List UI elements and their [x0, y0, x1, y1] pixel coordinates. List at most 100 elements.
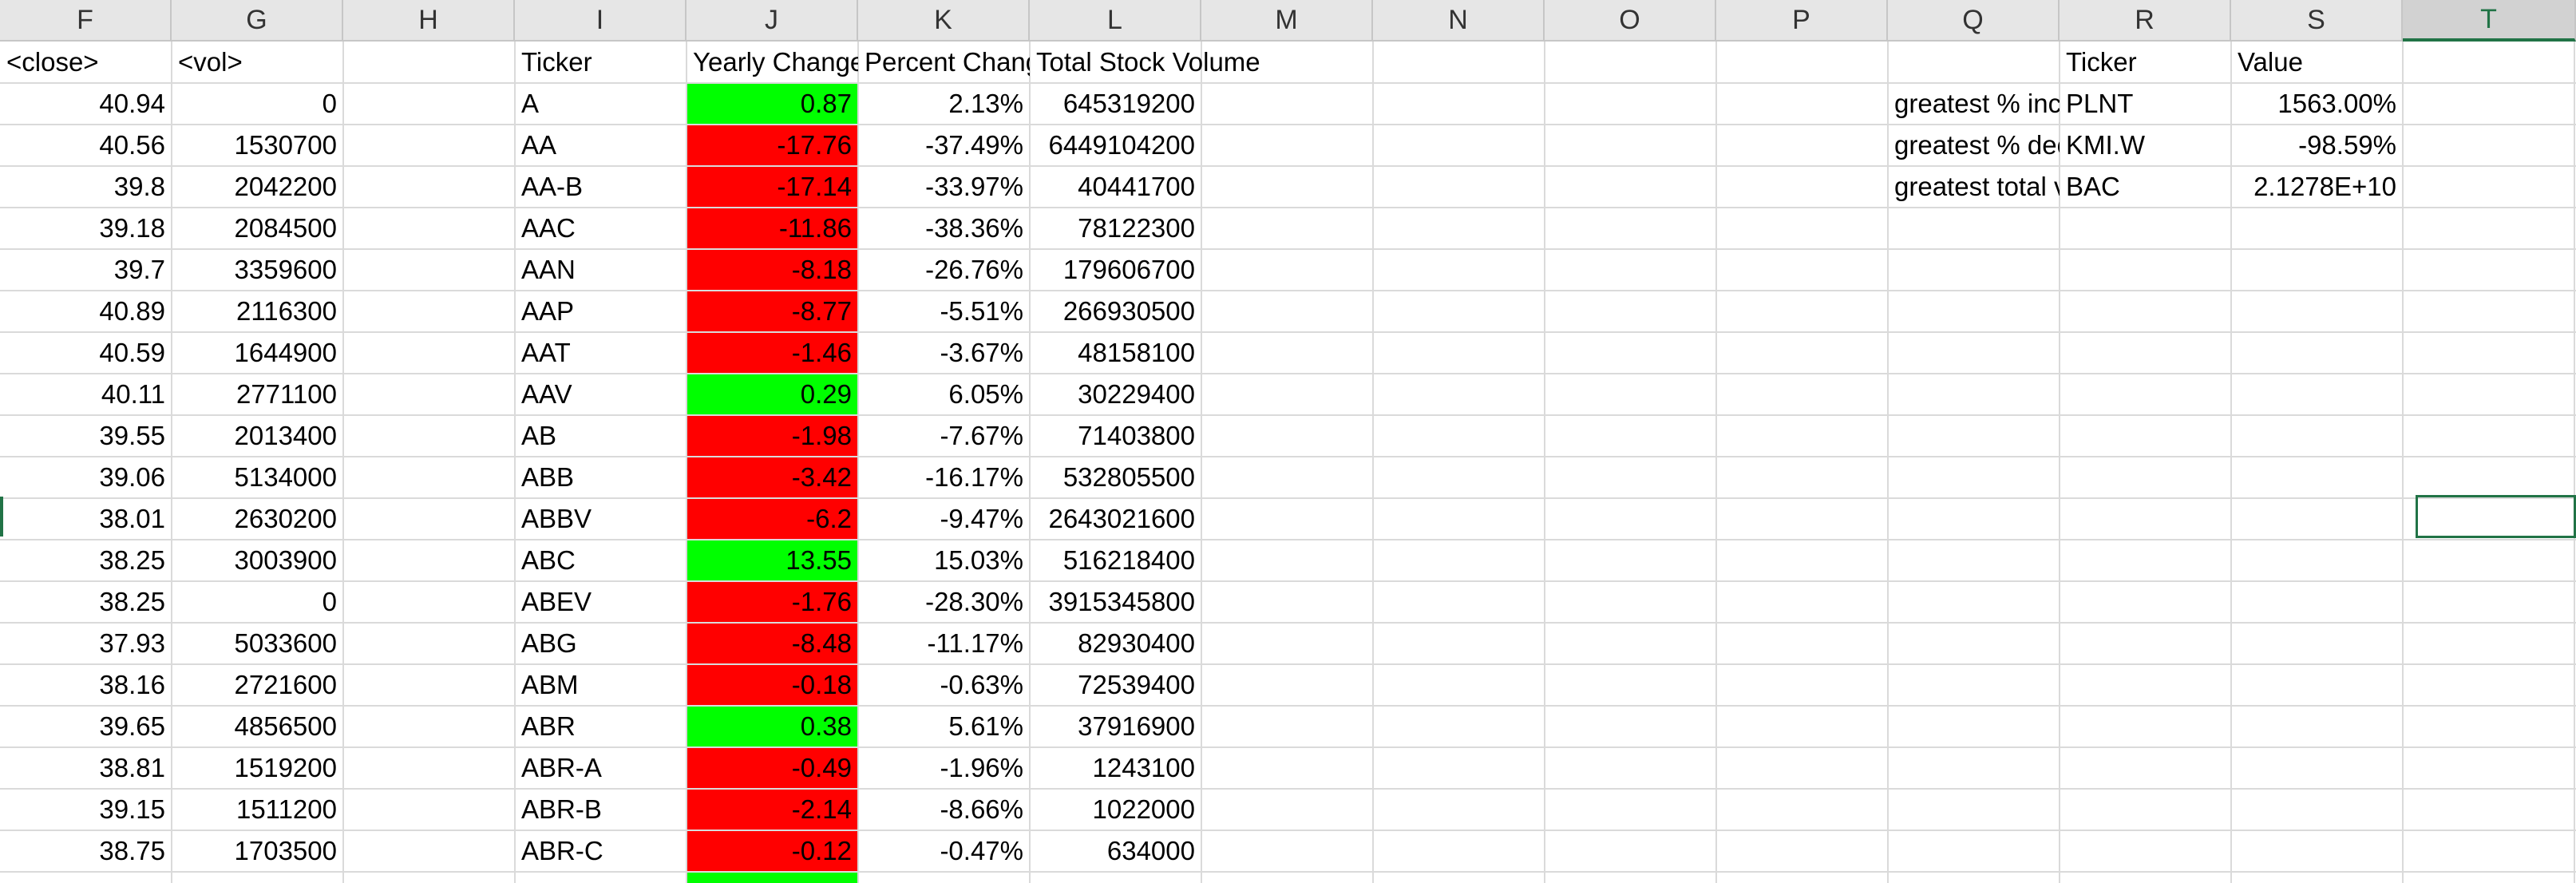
cell-close[interactable]: 38.01: [99, 504, 165, 533]
cell-percent-change[interactable]: -0.47%: [940, 836, 1023, 865]
cell-ticker[interactable]: ABG: [521, 628, 577, 658]
cell-ticker[interactable]: AAC: [521, 213, 576, 243]
cell-vol[interactable]: 2013400: [234, 421, 337, 450]
cell-total-volume[interactable]: 82930400: [1078, 628, 1195, 658]
cell-close[interactable]: 39.55: [99, 421, 165, 450]
cell-close[interactable]: 38.16: [99, 670, 165, 699]
cell-percent-change[interactable]: -37.49%: [925, 130, 1023, 160]
cell-percent-change[interactable]: -28.30%: [925, 587, 1023, 616]
cell-vol[interactable]: 1511200: [235, 794, 337, 824]
cell-vol[interactable]: 2771100: [235, 379, 337, 409]
cell-vol[interactable]: 2630200: [234, 504, 337, 533]
cell-total-volume[interactable]: 516218400: [1062, 545, 1195, 575]
cell-ticker[interactable]: AA: [521, 130, 557, 160]
cell-percent-change[interactable]: -26.76%: [925, 255, 1023, 284]
cell-percent-change[interactable]: -8.66%: [940, 794, 1023, 824]
cell-ticker[interactable]: AA-B: [521, 172, 584, 201]
cell-total-volume[interactable]: 266930500: [1062, 296, 1195, 326]
cell-close[interactable]: 38.25: [99, 545, 165, 575]
cell-close[interactable]: 40.59: [99, 338, 165, 367]
summary-ticker[interactable]: KMI.W: [2066, 130, 2145, 160]
cell-total-volume[interactable]: 71403800: [1078, 421, 1195, 450]
cell-close[interactable]: 38.81: [99, 753, 165, 782]
cell-vol[interactable]: 2116300: [235, 296, 337, 326]
column-header-i[interactable]: I: [515, 0, 687, 42]
cell-percent-change[interactable]: -38.36%: [925, 213, 1023, 243]
cell-total-volume[interactable]: 40441700: [1078, 172, 1195, 201]
cell-yearly-change[interactable]: -8.48: [791, 628, 852, 658]
active-cell-selection[interactable]: [2416, 495, 2576, 538]
cell-ticker[interactable]: ABBV: [521, 504, 592, 533]
summary-label[interactable]: greatest total volume: [1894, 172, 2060, 201]
cell-yearly-change[interactable]: -8.18: [791, 255, 852, 284]
cell-ticker[interactable]: ABC: [521, 545, 576, 575]
header-percent-change[interactable]: Percent Change: [865, 47, 1030, 77]
column-header-h[interactable]: H: [343, 0, 515, 42]
cell-yearly-change[interactable]: -3.42: [791, 462, 852, 492]
cell-yearly-change[interactable]: -2.14: [791, 794, 852, 824]
cell-yearly-change[interactable]: 13.55: [785, 545, 852, 575]
cell-yearly-change[interactable]: 0.29: [800, 379, 852, 409]
column-header-r[interactable]: R: [2060, 0, 2231, 42]
summary-ticker[interactable]: PLNT: [2066, 89, 2134, 118]
column-header-g[interactable]: G: [172, 0, 343, 42]
cell-percent-change[interactable]: 2.13%: [948, 89, 1023, 118]
column-header-n[interactable]: N: [1373, 0, 1545, 42]
cell-vol[interactable]: 4856500: [234, 711, 337, 741]
column-header-p[interactable]: P: [1716, 0, 1888, 42]
summary-label[interactable]: greatest % decrease: [1894, 130, 2060, 160]
header-summary-value[interactable]: Value: [2238, 47, 2303, 77]
cell-total-volume[interactable]: 1022000: [1092, 794, 1195, 824]
header-vol[interactable]: <vol>: [178, 47, 243, 77]
cell-percent-change[interactable]: -1.96%: [940, 753, 1023, 782]
cell-ticker[interactable]: ABB: [521, 462, 575, 492]
cell-percent-change[interactable]: 15.03%: [934, 545, 1023, 575]
cell-ticker[interactable]: ABEV: [521, 587, 592, 616]
cell-close[interactable]: 38.25: [99, 587, 165, 616]
summary-value[interactable]: -98.59%: [2298, 130, 2396, 160]
cell-total-volume[interactable]: 179606700: [1062, 255, 1195, 284]
cell-percent-change[interactable]: -9.47%: [940, 504, 1023, 533]
column-header-j[interactable]: J: [687, 0, 858, 42]
cell-close[interactable]: 40.11: [101, 379, 165, 409]
cell-percent-change[interactable]: -7.67%: [940, 421, 1023, 450]
cell-percent-change[interactable]: 5.61%: [948, 711, 1023, 741]
cell-yearly-change[interactable]: -17.14: [777, 172, 852, 201]
cell-yearly-change[interactable]: -17.76: [777, 130, 852, 160]
cell-total-volume[interactable]: 72539400: [1078, 670, 1195, 699]
cell-yearly-change[interactable]: -0.18: [791, 670, 852, 699]
cell-total-volume[interactable]: 30229400: [1078, 379, 1195, 409]
cell-total-volume[interactable]: 634000: [1106, 836, 1195, 865]
column-header-l[interactable]: L: [1030, 0, 1201, 42]
cell-vol[interactable]: 1530700: [234, 130, 337, 160]
cell-ticker[interactable]: ABR-C: [521, 836, 603, 865]
cell-ticker[interactable]: ABR-A: [521, 753, 602, 782]
cell-total-volume[interactable]: 2643021600: [1048, 504, 1195, 533]
cell-total-volume[interactable]: 37916900: [1078, 711, 1195, 741]
cell-close[interactable]: 39.18: [99, 213, 165, 243]
cell-close[interactable]: 37.93: [99, 628, 165, 658]
column-header-t[interactable]: T: [2403, 0, 2576, 42]
cell-close[interactable]: 40.94: [99, 89, 165, 118]
cell-vol[interactable]: 3359600: [234, 255, 337, 284]
cell-percent-change[interactable]: 6.05%: [948, 379, 1023, 409]
cell-total-volume[interactable]: 78122300: [1078, 213, 1195, 243]
cell-percent-change[interactable]: -11.17%: [927, 628, 1023, 658]
cell-ticker[interactable]: AAV: [521, 379, 572, 409]
cell-vol[interactable]: 0: [322, 587, 337, 616]
header-yearly-change[interactable]: Yearly Change: [693, 47, 858, 77]
summary-ticker[interactable]: BAC: [2066, 172, 2120, 201]
column-header-o[interactable]: O: [1545, 0, 1716, 42]
cell-vol[interactable]: 2721600: [234, 670, 337, 699]
cell-yearly-change[interactable]: -0.12: [791, 836, 852, 865]
cell-vol[interactable]: 2042200: [234, 172, 337, 201]
cell-percent-change[interactable]: -3.67%: [940, 338, 1023, 367]
cell-total-volume[interactable]: 6449104200: [1048, 130, 1195, 160]
summary-label[interactable]: greatest % increase: [1894, 89, 2060, 118]
summary-value[interactable]: 2.1278E+10: [2254, 172, 2396, 201]
cell-yearly-change[interactable]: -11.86: [778, 213, 852, 243]
column-header-k[interactable]: K: [858, 0, 1030, 42]
cell-ticker[interactable]: ABR-B: [521, 794, 602, 824]
cell-yearly-change[interactable]: -1.98: [791, 421, 852, 450]
